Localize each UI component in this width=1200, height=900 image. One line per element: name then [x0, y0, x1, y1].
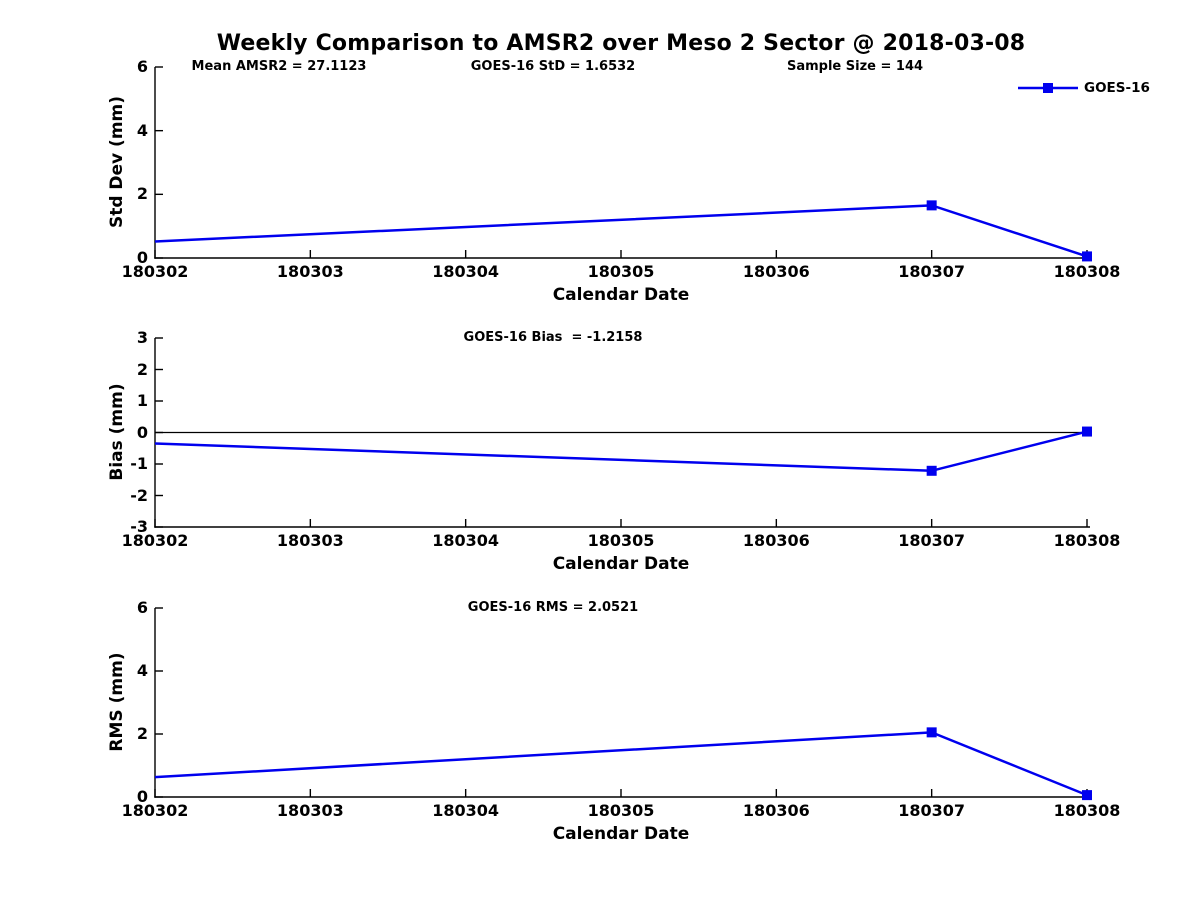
data-line [154, 204, 1088, 258]
data-line [154, 430, 1088, 473]
data-point-marker [926, 200, 937, 211]
annotation-goes16-rms: GOES-16 RMS = 2.0521 [467, 600, 639, 615]
legend-marker-icon [1043, 83, 1053, 93]
data-point-marker [926, 727, 937, 738]
legend-label: GOES-16 [1084, 80, 1150, 96]
figure-title: Weekly Comparison to AMSR2 over Meso 2 S… [216, 31, 1026, 56]
y-axis-label-bias: Bias (mm) [107, 383, 127, 481]
x-axis-label-rms: Calendar Date [552, 824, 690, 844]
data-point-marker [1082, 251, 1092, 262]
data-point-marker [926, 465, 937, 476]
annotation-goes16-bias: GOES-16 Bias = -1.2158 [463, 330, 643, 345]
x-axis-label-bias: Calendar Date [552, 554, 690, 574]
x-axis-label-stddev: Calendar Date [552, 285, 690, 305]
data-point-marker [1082, 426, 1092, 437]
annotation-sample-size: Sample Size = 144 [786, 59, 924, 74]
annotation-mean-amsr2: Mean AMSR2 = 27.1123 [191, 59, 367, 74]
data-line [154, 731, 1088, 797]
y-axis-label-stddev: Std Dev (mm) [107, 95, 127, 229]
data-point-marker [1082, 790, 1092, 801]
y-axis-label-rms: RMS (mm) [107, 652, 127, 752]
annotation-goes16-std: GOES-16 StD = 1.6532 [470, 59, 636, 74]
